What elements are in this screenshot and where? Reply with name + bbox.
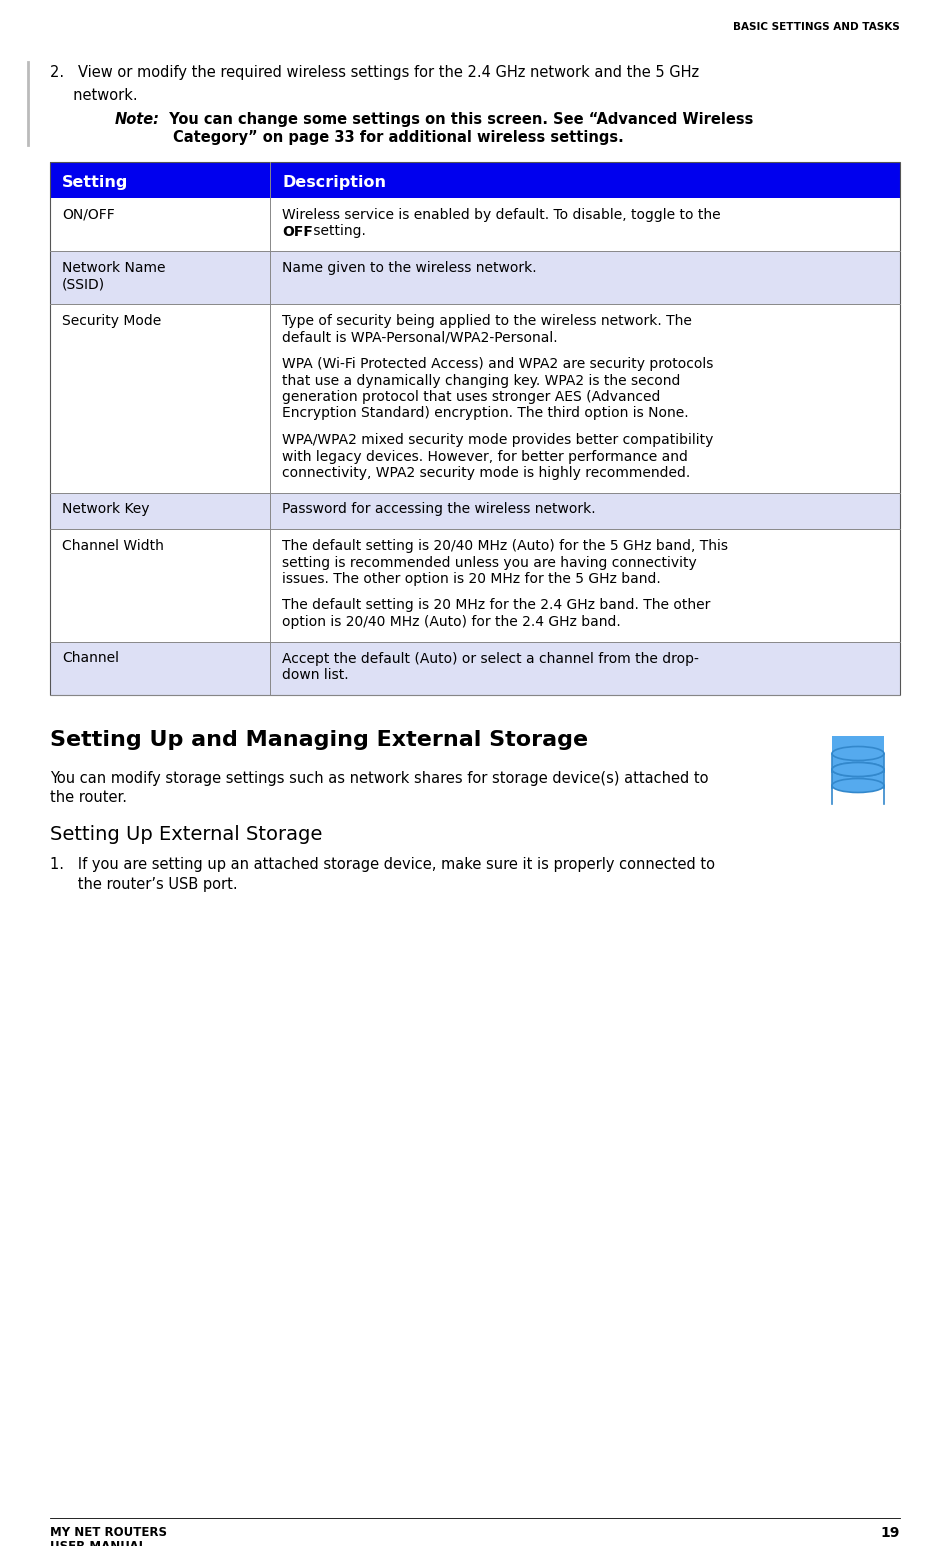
Bar — [50, 642, 900, 694]
Text: Password for accessing the wireless network.: Password for accessing the wireless netw… — [282, 502, 595, 516]
Text: 2.   View or modify the required wireless settings for the 2.4 GHz network and t: 2. View or modify the required wireless … — [50, 65, 700, 80]
Text: WPA/WPA2 mixed security mode provides better compatibility: WPA/WPA2 mixed security mode provides be… — [282, 433, 714, 447]
Text: Network Name: Network Name — [62, 261, 165, 275]
Text: (SSID): (SSID) — [62, 277, 105, 292]
Bar — [50, 198, 900, 250]
Text: The default setting is 20 MHz for the 2.4 GHz band. The other: The default setting is 20 MHz for the 2.… — [282, 598, 711, 612]
Bar — [50, 162, 900, 198]
Text: setting is recommended unless you are having connectivity: setting is recommended unless you are ha… — [282, 555, 697, 569]
Text: WPA (Wi-Fi Protected Access) and WPA2 are security protocols: WPA (Wi-Fi Protected Access) and WPA2 ar… — [282, 357, 714, 371]
Text: down list.: down list. — [282, 668, 348, 682]
Text: ON/OFF: ON/OFF — [62, 209, 115, 223]
Text: option is 20/40 MHz (Auto) for the 2.4 GHz band.: option is 20/40 MHz (Auto) for the 2.4 G… — [282, 615, 621, 629]
Text: 19: 19 — [881, 1526, 900, 1540]
Text: Network Key: Network Key — [62, 502, 149, 516]
Text: The default setting is 20/40 MHz (Auto) for the 5 GHz band, This: The default setting is 20/40 MHz (Auto) … — [282, 540, 728, 553]
Bar — [50, 250, 900, 305]
Text: Wireless service is enabled by default. To disable, toggle to the: Wireless service is enabled by default. … — [282, 209, 720, 223]
Text: Setting Up External Storage: Setting Up External Storage — [50, 826, 322, 844]
Text: issues. The other option is 20 MHz for the 5 GHz band.: issues. The other option is 20 MHz for t… — [282, 572, 661, 586]
Bar — [50, 529, 900, 642]
Text: 1.   If you are setting up an attached storage device, make sure it is properly : 1. If you are setting up an attached sto… — [50, 858, 715, 872]
Text: BASIC SETTINGS AND TASKS: BASIC SETTINGS AND TASKS — [733, 22, 900, 32]
Text: Note:: Note: — [115, 111, 160, 127]
Text: network.: network. — [50, 88, 138, 104]
Text: USER MANUAL: USER MANUAL — [50, 1540, 146, 1546]
Ellipse shape — [832, 779, 884, 793]
Text: Security Mode: Security Mode — [62, 314, 162, 328]
Text: Description: Description — [282, 175, 386, 190]
Text: MY NET ROUTERS: MY NET ROUTERS — [50, 1526, 167, 1538]
Text: You can change some settings on this screen. See “Advanced Wireless: You can change some settings on this scr… — [159, 111, 753, 127]
Text: Encryption Standard) encryption. The third option is None.: Encryption Standard) encryption. The thi… — [282, 407, 688, 421]
Text: Type of security being applied to the wireless network. The: Type of security being applied to the wi… — [282, 314, 692, 328]
Ellipse shape — [832, 747, 884, 761]
Text: OFF: OFF — [282, 224, 313, 238]
Text: the router.: the router. — [50, 790, 127, 805]
Text: You can modify storage settings such as network shares for storage device(s) att: You can modify storage settings such as … — [50, 771, 709, 787]
Text: setting.: setting. — [309, 224, 366, 238]
Bar — [50, 493, 900, 529]
Bar — [50, 162, 900, 694]
Text: Channel: Channel — [62, 651, 119, 665]
Text: with legacy devices. However, for better performance and: with legacy devices. However, for better… — [282, 450, 688, 464]
Text: Accept the default (Auto) or select a channel from the drop-: Accept the default (Auto) or select a ch… — [282, 651, 699, 665]
Text: default is WPA-Personal/WPA2-Personal.: default is WPA-Personal/WPA2-Personal. — [282, 331, 558, 345]
Text: Category” on page 33 for additional wireless settings.: Category” on page 33 for additional wire… — [173, 130, 623, 145]
Text: Channel Width: Channel Width — [62, 540, 164, 553]
Bar — [50, 305, 900, 493]
Ellipse shape — [832, 762, 884, 776]
Text: that use a dynamically changing key. WPA2 is the second: that use a dynamically changing key. WPA… — [282, 374, 681, 388]
Text: Name given to the wireless network.: Name given to the wireless network. — [282, 261, 536, 275]
Bar — [832, 767, 884, 785]
Text: connectivity, WPA2 security mode is highly recommended.: connectivity, WPA2 security mode is high… — [282, 465, 690, 479]
Bar — [832, 751, 884, 770]
Bar — [832, 736, 884, 753]
Text: Setting: Setting — [62, 175, 129, 190]
Text: the router’s USB port.: the router’s USB port. — [50, 877, 238, 892]
Text: generation protocol that uses stronger AES (Advanced: generation protocol that uses stronger A… — [282, 390, 660, 404]
Ellipse shape — [832, 762, 884, 776]
Text: Setting Up and Managing External Storage: Setting Up and Managing External Storage — [50, 730, 588, 750]
